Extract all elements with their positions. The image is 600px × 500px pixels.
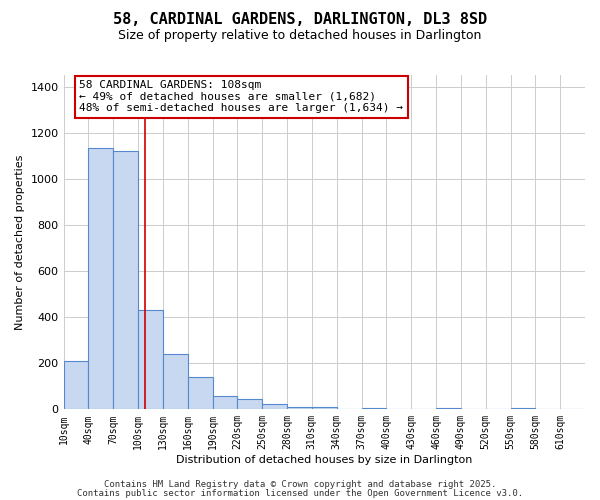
Bar <box>238 399 262 409</box>
Y-axis label: Number of detached properties: Number of detached properties <box>15 154 25 330</box>
Text: 58, CARDINAL GARDENS, DARLINGTON, DL3 8SD: 58, CARDINAL GARDENS, DARLINGTON, DL3 8S… <box>113 12 487 28</box>
Bar <box>436 408 461 410</box>
Bar <box>188 377 212 410</box>
Bar <box>362 408 386 410</box>
Bar <box>138 310 163 410</box>
Bar <box>113 151 138 409</box>
Bar <box>212 396 238 409</box>
Text: Contains HM Land Registry data © Crown copyright and database right 2025.: Contains HM Land Registry data © Crown c… <box>104 480 496 489</box>
Bar <box>262 404 287 409</box>
Bar <box>511 408 535 410</box>
Bar <box>163 354 188 410</box>
Text: 58 CARDINAL GARDENS: 108sqm
← 49% of detached houses are smaller (1,682)
48% of : 58 CARDINAL GARDENS: 108sqm ← 49% of det… <box>79 80 403 113</box>
Bar <box>287 407 312 410</box>
Bar <box>64 361 88 410</box>
Bar <box>88 148 113 410</box>
Bar <box>312 408 337 410</box>
Text: Contains public sector information licensed under the Open Government Licence v3: Contains public sector information licen… <box>77 488 523 498</box>
Text: Size of property relative to detached houses in Darlington: Size of property relative to detached ho… <box>118 29 482 42</box>
X-axis label: Distribution of detached houses by size in Darlington: Distribution of detached houses by size … <box>176 455 472 465</box>
